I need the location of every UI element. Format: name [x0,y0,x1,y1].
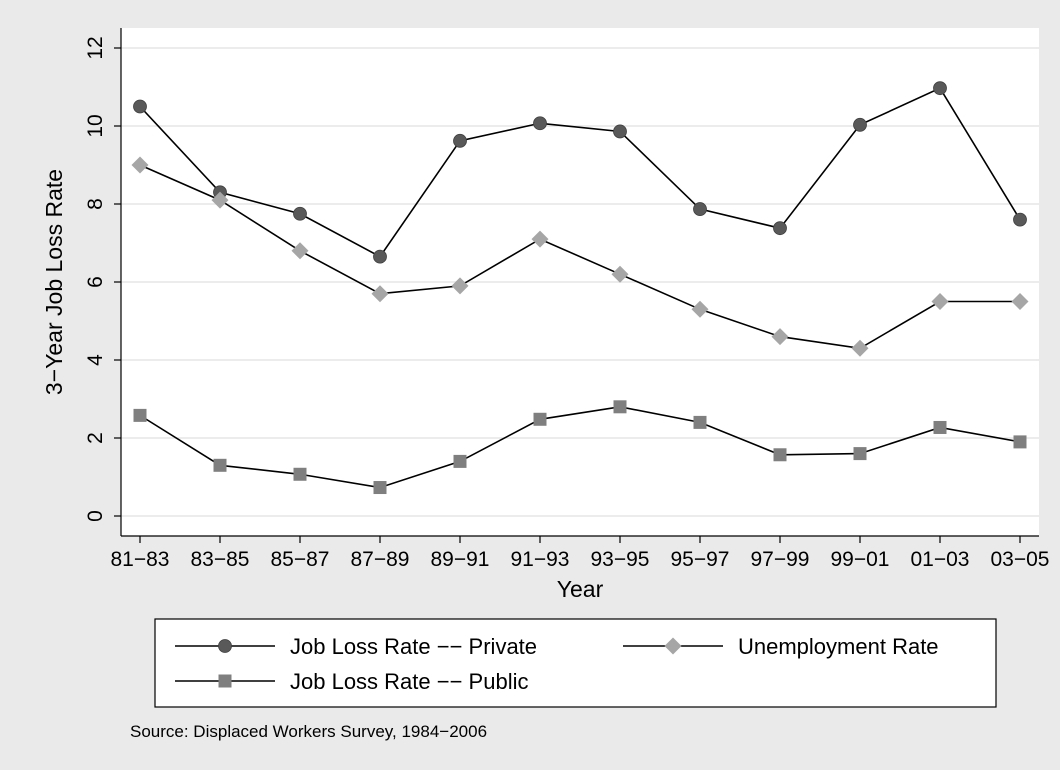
legend-item: Unemployment Rate [623,634,939,659]
legend-label: Job Loss Rate −− Public [290,669,528,694]
data-point [133,99,147,114]
legend-marker [664,637,682,655]
data-point [533,412,547,426]
legend-item: Job Loss Rate −− Public [175,669,528,694]
series-line [139,164,1020,350]
y-tick-label: 10 [84,114,107,137]
legend: Job Loss Rate −− Private Unemployment Rat… [154,618,997,708]
data-point [211,191,229,209]
legend-item: Job Loss Rate −− Private [175,634,537,659]
data-point [773,221,787,236]
x-tick-label: 81−83 [111,548,170,571]
data-point [693,415,707,429]
source-note: Source: Displaced Workers Survey, 1984−2… [130,722,487,741]
y-axis: 0 2 4 6 8 10 12 [84,28,122,536]
legend-items: Job Loss Rate −− Private Unemployment Rat… [175,634,939,694]
data-point [533,116,547,131]
x-tick-label: 89−91 [431,548,490,571]
x-tick-label: 01−03 [911,548,970,571]
y-tick-label: 0 [84,510,107,522]
data-point [613,400,627,414]
data-point [851,339,869,357]
legend-box [154,618,997,708]
y-tick-label: 6 [84,276,107,288]
data-point [531,230,549,248]
data-point [931,293,949,310]
x-tick-label: 87−89 [351,548,410,571]
data-point [133,408,147,422]
data-point [693,202,707,216]
y-tick-label: 4 [84,354,107,366]
data-point [773,448,787,462]
data-point [853,117,867,132]
data-point [371,285,389,303]
x-tick-label: 03−05 [991,548,1050,571]
data-point [213,458,227,472]
y-tick-label: 12 [84,36,107,59]
data-point [373,249,387,264]
x-tick-label: 91−93 [511,548,570,571]
legend-marker [218,674,232,688]
y-tick-label: 2 [84,432,107,444]
gridlines [121,47,1039,517]
legend-label: Unemployment Rate [738,634,939,659]
x-tick-label: 99−01 [831,548,890,571]
series-layer [131,81,1029,495]
series-job-loss-rate-public [133,400,1027,495]
series-line [139,405,1021,489]
x-axis-title: Year [557,576,604,602]
x-tick-label: 97−99 [751,548,810,571]
y-tick-label: 8 [84,198,107,210]
data-point [1013,212,1027,227]
data-point [291,242,309,260]
data-point [293,206,307,221]
y-axis-title: 3−Year Job Loss Rate [41,169,67,395]
data-point [131,156,149,174]
series-line [139,87,1021,258]
data-point [771,328,789,346]
x-axis: 81−83 83−85 85−87 87−89 89−91 91−93 93−95 95−97… [111,535,1050,571]
data-point [373,481,387,495]
series-unemployment-rate [131,156,1029,357]
x-tick-label: 83−85 [191,548,250,571]
data-point [453,133,467,148]
legend-marker [218,639,232,653]
data-point [453,454,467,468]
data-point [1013,435,1027,449]
data-point [613,124,627,139]
x-tick-label: 95−97 [671,548,730,571]
x-tick-label: 93−95 [591,548,650,571]
legend-label: Job Loss Rate −− Private [290,634,537,659]
data-point [933,81,947,96]
data-point [451,277,469,295]
x-tick-label: 85−87 [271,548,330,571]
data-point [611,265,629,283]
data-point [691,300,709,318]
data-point [933,420,947,434]
data-point [1011,293,1029,310]
data-point [293,467,307,481]
data-point [853,447,867,461]
